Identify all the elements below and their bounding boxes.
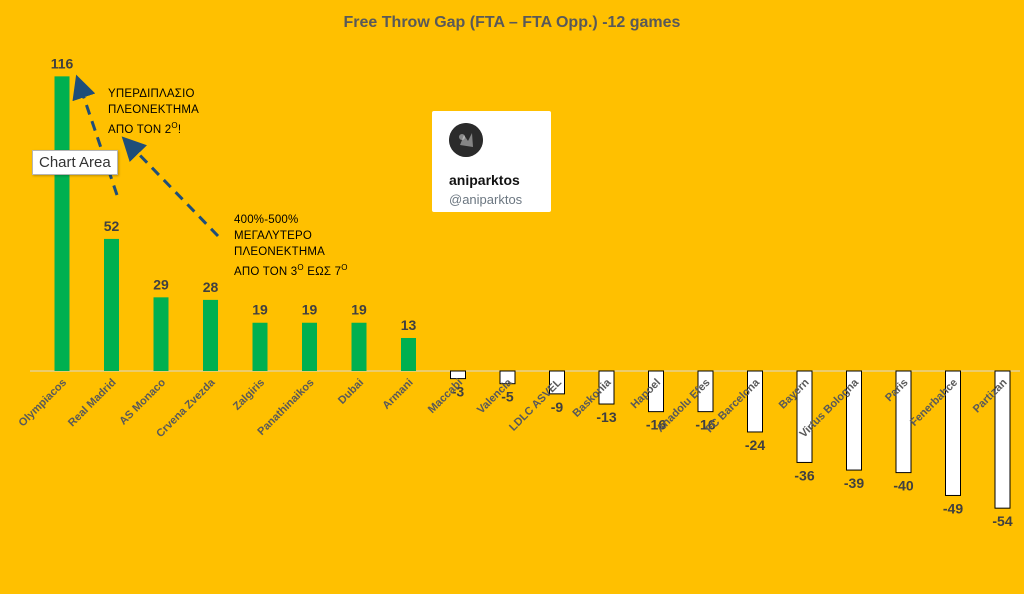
category-label: Armani — [380, 377, 415, 412]
bar — [153, 297, 169, 371]
data-label: 13 — [401, 317, 417, 333]
data-label: 19 — [351, 302, 367, 318]
data-label: -36 — [794, 467, 814, 483]
chart-title: Free Throw Gap (FTA – FTA Opp.) -12 game… — [343, 14, 681, 31]
category-label: AS Monaco — [117, 376, 168, 427]
bar — [104, 238, 119, 371]
annotation-first: ΥΠΕΡΔΙΠΛΑΣΙΟ ΠΛΕΟΝΕΚΤΗΜΑ ΑΠΟ ΤΟΝ 2Ο! — [108, 86, 199, 138]
annotation-first-line-1: ΥΠΕΡΔΙΠΛΑΣΙΟ — [108, 88, 195, 100]
data-label: -5 — [501, 389, 514, 405]
bar — [648, 370, 664, 413]
bar — [994, 370, 1011, 509]
bar — [697, 370, 714, 413]
annotation-second: 400%-500% ΜΕΓΑΛΥΤΕΡΟ ΠΛΕΟΝΕΚΤΗΜΑ ΑΠΟ ΤΟΝ… — [234, 212, 348, 280]
data-label: -39 — [844, 475, 864, 491]
data-label: 116 — [51, 55, 74, 71]
bar — [450, 370, 466, 380]
annotation-second-line-1: 400%-500% — [234, 214, 299, 226]
bar — [846, 370, 862, 471]
annotation-second-line-4: ΑΠΟ ΤΟΝ 3Ο ΕΩΣ 7Ο — [234, 263, 348, 278]
data-label: -24 — [745, 437, 765, 453]
bar — [945, 370, 961, 496]
bar — [598, 370, 615, 405]
bar — [401, 337, 416, 371]
annotation-second-line-2: ΜΕΓΑΛΥΤΕΡΟ — [234, 230, 313, 242]
watermark-badge: aniparktos @aniparktos — [432, 111, 551, 212]
annotation-first-line-3: ΑΠΟ ΤΟΝ 2Ο! — [108, 121, 182, 136]
bar — [351, 322, 367, 371]
data-label: -49 — [943, 500, 963, 516]
data-label: 29 — [153, 276, 169, 292]
category-label: Real Madrid — [66, 377, 119, 430]
bar — [895, 370, 912, 474]
avatar — [449, 123, 483, 157]
category-label: Dubai — [336, 377, 366, 407]
data-label: 19 — [252, 302, 268, 318]
annotation-arrow-second — [121, 136, 220, 238]
data-label: 52 — [104, 218, 120, 234]
bar — [54, 76, 70, 372]
bar — [549, 370, 565, 395]
bar — [302, 322, 317, 371]
chart-area-tooltip: Chart Area — [32, 150, 118, 175]
data-label: -13 — [596, 409, 616, 425]
category-label: Olympiacos — [17, 377, 70, 430]
data-label: 19 — [302, 302, 318, 318]
bar — [747, 370, 763, 433]
data-label: -40 — [893, 478, 913, 494]
category-label: Zalgiris — [231, 377, 267, 413]
bar — [203, 299, 218, 371]
data-label: 28 — [203, 279, 219, 295]
data-label: -16 — [646, 417, 666, 433]
watermark-handle: @aniparktos — [449, 192, 523, 207]
bar — [252, 322, 268, 371]
bar — [796, 370, 813, 463]
data-label: -54 — [992, 513, 1012, 529]
data-label: -3 — [452, 384, 465, 400]
annotation-arrow-first — [72, 74, 119, 196]
watermark-name: aniparktos — [449, 172, 520, 188]
data-label: -16 — [695, 417, 715, 433]
data-label: -9 — [551, 399, 564, 415]
annotation-first-line-2: ΠΛΕΟΝΕΚΤΗΜΑ — [108, 104, 200, 116]
bar — [499, 370, 516, 385]
annotation-second-line-3: ΠΛΕΟΝΕΚΤΗΜΑ — [234, 246, 326, 258]
